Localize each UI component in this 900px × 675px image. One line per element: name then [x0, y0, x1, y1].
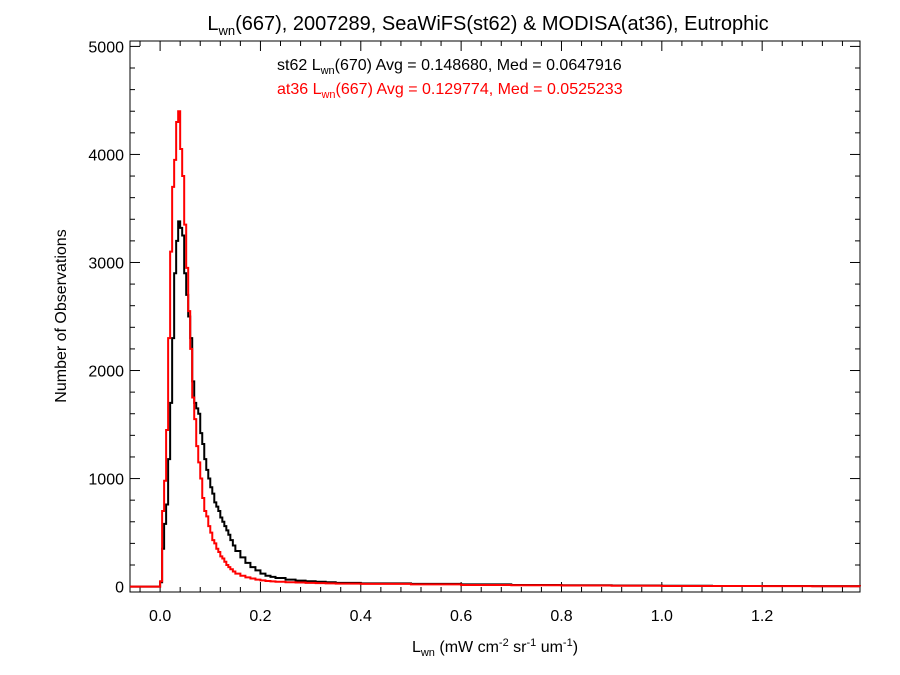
y-tick-label: 5000 [88, 39, 124, 56]
axis-ticks: 0.0 0.2 0.4 0.6 0.8 1.0 1.2 0 1000 2000 3000 4000 50… [88, 39, 860, 625]
x-tick-label: 0.8 [550, 608, 572, 625]
y-tick-label: 1000 [88, 472, 124, 489]
y-axis-label: Number of Observations [53, 229, 70, 402]
y-tick-label: 0 [115, 580, 124, 597]
x-tick-label: 0.4 [350, 608, 372, 625]
x-tick-label: 0.0 [149, 608, 171, 625]
y-tick-label: 2000 [88, 364, 124, 381]
y-tick-label: 4000 [88, 147, 124, 164]
series-at36-line [130, 110, 861, 588]
series-st62-line [130, 220, 861, 588]
y-tick-label: 3000 [88, 255, 124, 272]
x-axis-label: Lwn (mW cm-2 sr-1 um-1) [412, 637, 578, 659]
x-tick-label: 1.0 [651, 608, 673, 625]
plot-frame [129, 40, 861, 593]
x-tick-label: 0.6 [450, 608, 472, 625]
chart-title: Lwn(667), 2007289, SeaWiFS(st62) & MODIS… [207, 13, 768, 38]
stats-st62: st62 Lwn(670) Avg = 0.148680, Med = 0.06… [277, 57, 622, 77]
series-layer [130, 110, 861, 588]
x-tick-label: 0.2 [249, 608, 271, 625]
x-tick-label: 1.2 [751, 608, 773, 625]
stats-at36: at36 Lwn(667) Avg = 0.129774, Med = 0.05… [277, 81, 623, 101]
